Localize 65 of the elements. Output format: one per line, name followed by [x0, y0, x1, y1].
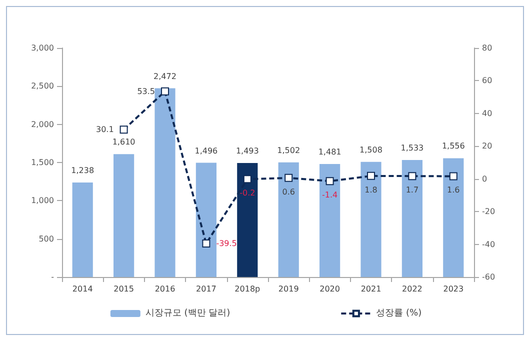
y2-tick-label: 60	[482, 76, 492, 86]
data-label: -0.2	[240, 188, 256, 198]
bar	[360, 162, 382, 277]
y-tick-label: -	[51, 272, 54, 282]
x-tick-label: 2020	[320, 284, 340, 294]
data-label: 1,533	[400, 143, 424, 152]
data-label: -1.4	[322, 190, 338, 200]
y2-tick-label: -20	[482, 207, 496, 216]
bar	[114, 154, 134, 277]
data-label: 30.1	[96, 125, 114, 134]
data-label: 1,238	[71, 166, 94, 175]
legend-label: 시장규모 (백만 달러)	[145, 308, 230, 318]
point	[202, 239, 210, 248]
y2-tick-label: 20	[482, 142, 492, 151]
data-label: 1,556	[442, 142, 465, 151]
data-label: 1.8	[364, 185, 378, 194]
y-tick-label: 2,500	[31, 82, 54, 91]
bar	[320, 164, 340, 277]
y2-tick-label: 40	[482, 108, 492, 118]
point	[449, 172, 458, 180]
point	[120, 126, 128, 134]
x-tick-label: 2014	[72, 284, 93, 294]
y-tick-label: 2,000	[31, 120, 54, 129]
bar	[402, 160, 422, 277]
y-tick-label: 1,500	[31, 158, 54, 167]
data-label: 1.7	[406, 186, 419, 195]
x-tick-label: 2018p	[234, 284, 260, 294]
y2-tick-label: -60	[482, 272, 496, 282]
y-tick-label: 500	[38, 234, 54, 244]
x-tick-label: 2019	[278, 284, 299, 294]
point	[326, 177, 334, 186]
bar	[154, 88, 176, 277]
data-label: 53.5	[137, 86, 155, 96]
y2-tick-label: 0	[482, 174, 488, 184]
x-tick-label: 2021	[360, 284, 382, 294]
point	[161, 87, 169, 96]
bar	[443, 158, 464, 277]
point	[284, 174, 293, 182]
bar	[196, 162, 216, 277]
y-tick-label: 3,000	[31, 44, 54, 52]
bar	[237, 163, 258, 277]
data-label: 1,481	[318, 147, 342, 156]
y-tick-label: 1,000	[31, 196, 54, 206]
x-tick-label: 2015	[114, 284, 134, 294]
point	[367, 172, 375, 180]
x-tick-label: 2023	[443, 284, 464, 294]
point	[243, 175, 252, 184]
bar	[72, 182, 93, 277]
data-label: 1.6	[447, 186, 460, 195]
legend-label: 성장률 (%)	[376, 308, 422, 318]
data-label: 2,472	[154, 72, 176, 81]
x-tick-label: 2016	[154, 284, 176, 294]
point	[408, 172, 416, 180]
y2-tick-label: -40	[482, 240, 496, 249]
data-label: 1,493	[236, 146, 259, 156]
y2-tick-label: 80	[482, 44, 492, 52]
data-label: 1,502	[277, 146, 300, 155]
x-tick-label: 2017	[196, 284, 216, 294]
data-label: 1,508	[360, 145, 382, 154]
x-tick-label: 2022	[402, 284, 422, 294]
data-label: 1,496	[194, 146, 218, 156]
data-label: 0.6	[282, 187, 295, 196]
data-label: 1,610	[112, 138, 136, 147]
bar	[278, 162, 299, 277]
data-label: -39.5	[216, 238, 237, 248]
